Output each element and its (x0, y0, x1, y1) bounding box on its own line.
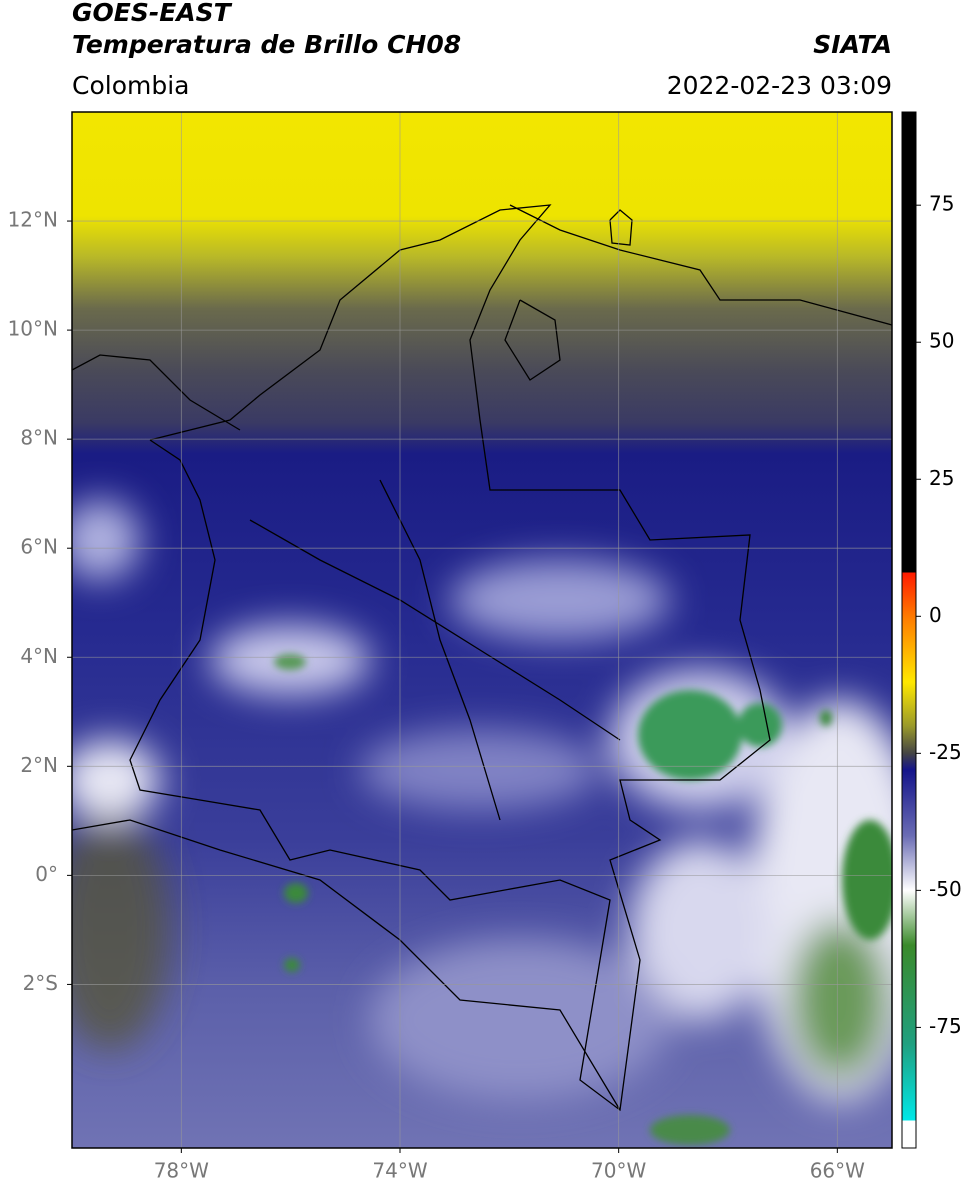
colorbar-tick-label: -25 (929, 740, 962, 764)
colorbar-tick-label: 0 (929, 603, 942, 627)
y-tick-label: 12°N (8, 208, 58, 232)
datetime: 2022-02-23 03:09 (667, 71, 892, 100)
y-tick-label: 2°N (20, 753, 58, 777)
title: GOES-EAST (72, 0, 233, 27)
x-tick-label: 78°W (154, 1159, 209, 1183)
y-tick-label: 6°N (20, 535, 58, 559)
y-tick-label: 10°N (8, 317, 58, 341)
colorbar-tick-label: 25 (929, 466, 954, 490)
y-tick-label: 0° (35, 862, 58, 886)
subtitle: Temperatura de Brillo CH08 (72, 30, 461, 59)
region: Colombia (72, 71, 189, 100)
satellite-image (72, 112, 892, 1148)
x-tick-label: 74°W (372, 1159, 427, 1183)
y-tick-label: 8°N (20, 426, 58, 450)
y-tick-label: 2°S (23, 971, 58, 995)
source: SIATA (813, 30, 892, 59)
colorbar-tick-label: -75 (929, 1014, 962, 1038)
y-tick-label: 4°N (20, 644, 58, 668)
x-tick-label: 70°W (591, 1159, 646, 1183)
colorbar-tick-label: 75 (929, 192, 954, 216)
x-tick-label: 66°W (810, 1159, 865, 1183)
map-frame (71, 111, 893, 1149)
colorbar-tick-label: 50 (929, 329, 954, 353)
colorbar-tick-label: -50 (929, 877, 962, 901)
colorbar (901, 111, 917, 1149)
gridlines (72, 112, 892, 1148)
